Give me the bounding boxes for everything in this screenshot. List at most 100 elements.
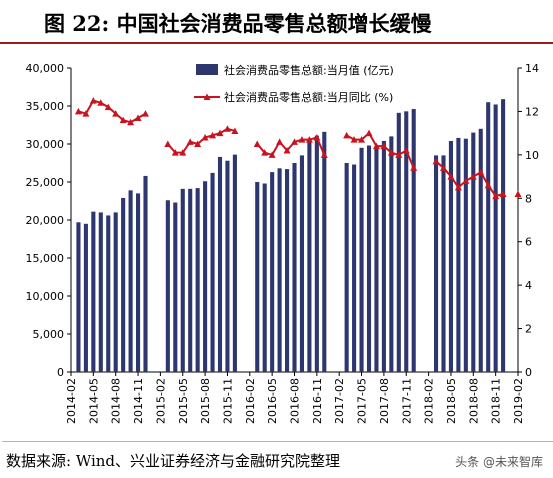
bar: [128, 190, 133, 372]
yoy-point: [358, 136, 366, 143]
yoy-point: [186, 138, 194, 145]
bar: [255, 182, 260, 372]
bar: [210, 172, 215, 372]
y-right-tick-label: 4: [525, 279, 532, 292]
bar: [478, 128, 483, 372]
x-tick-label: 2016-11: [311, 378, 324, 424]
yoy-point: [253, 140, 261, 147]
yoy-point: [74, 107, 82, 115]
data-source: 数据来源: Wind、兴业证券经济与金融研究院整理: [6, 452, 341, 470]
bar: [232, 154, 237, 372]
yoy-point: [320, 151, 328, 158]
yoy-point: [171, 149, 179, 156]
yoy-point: [313, 133, 321, 141]
y-left-tick-label: 10,000: [26, 290, 65, 303]
title-bar: 图 22: 中国社会消费品零售总额增长缓慢: [0, 0, 553, 44]
figure-title-text: 中国社会消费品零售总额增长缓慢: [116, 12, 432, 36]
bar: [434, 155, 439, 372]
x-tick-label: 2017-08: [378, 378, 391, 424]
yoy-point: [194, 140, 202, 147]
x-tick-label: 2017-02: [333, 378, 346, 424]
legend-bar-label: 社会消费品零售总额:当月值 (亿元): [224, 63, 394, 77]
yoy-point: [484, 181, 492, 189]
watermark: 头条 @未来智库: [455, 455, 543, 469]
y-left-tick-label: 15,000: [26, 252, 65, 265]
yoy-point: [104, 103, 112, 111]
yoy-point: [119, 116, 127, 124]
bar: [404, 111, 409, 372]
x-tick-label: 2016-05: [266, 378, 279, 424]
figure-number: 图 22:: [44, 11, 110, 36]
yoy-point: [469, 173, 477, 180]
y-right-tick-label: 2: [525, 323, 532, 336]
x-tick-label: 2017-11: [400, 378, 413, 424]
bar: [396, 112, 401, 372]
bar: [456, 137, 461, 372]
yoy-point: [209, 131, 217, 139]
y-right-tick-label: 12: [525, 105, 539, 118]
bar: [121, 197, 126, 372]
bar: [113, 212, 118, 372]
bar: [180, 188, 185, 372]
bar: [448, 140, 453, 372]
yoy-point: [97, 99, 105, 106]
bar: [225, 160, 230, 372]
y-left-tick-label: 40,000: [26, 62, 65, 75]
yoy-point: [276, 138, 284, 145]
bar: [344, 163, 349, 372]
bar: [374, 147, 379, 372]
bar: [307, 139, 312, 372]
y-left-tick-label: 0: [57, 366, 64, 379]
yoy-point: [223, 125, 231, 132]
bar: [471, 132, 476, 372]
yoy-point: [216, 129, 224, 137]
bar: [217, 156, 223, 372]
y-right-tick-label: 14: [525, 62, 539, 75]
bar: [98, 212, 103, 372]
bar: [143, 175, 148, 372]
yoy-point: [477, 168, 485, 176]
x-tick-label: 2015-11: [221, 378, 234, 424]
source-bar: 数据来源: Wind、兴业证券经济与金融研究院整理 头条 @未来智库: [2, 441, 553, 478]
yoy-point: [402, 147, 410, 154]
bar: [292, 163, 297, 372]
yoy-point: [343, 131, 351, 139]
yoy-point: [432, 157, 440, 165]
x-tick-label: 2014-02: [65, 378, 78, 424]
yoy-point: [387, 149, 395, 156]
bar: [188, 188, 193, 372]
x-tick-label: 2018-08: [467, 378, 480, 424]
x-tick-label: 2016-08: [289, 378, 302, 424]
bar: [352, 164, 357, 372]
bar: [501, 99, 506, 372]
yoy-point: [454, 183, 462, 191]
bar: [366, 145, 372, 372]
y-left-tick-label: 30,000: [26, 138, 65, 151]
yoy-point: [380, 142, 388, 150]
yoy-line-segment: [78, 99, 147, 124]
yoy-point: [462, 177, 470, 184]
bar: [463, 138, 468, 372]
yoy-point: [89, 97, 97, 104]
x-tick-label: 2014-05: [87, 378, 100, 424]
bar: [106, 215, 111, 372]
yoy-point: [291, 138, 298, 145]
bar: [493, 104, 498, 373]
bar: [136, 193, 141, 372]
yoy-point: [447, 173, 455, 180]
y-left-tick-label: 35,000: [26, 100, 65, 113]
yoy-line-segment: [256, 136, 326, 157]
yoy-point: [298, 136, 306, 143]
x-tick-label: 2018-05: [445, 378, 458, 424]
yoy-point: [268, 151, 276, 158]
yoy-point: [305, 136, 313, 143]
x-tick-label: 2018-02: [423, 378, 436, 424]
bar: [165, 200, 170, 372]
y-right-tick-label: 8: [525, 192, 532, 205]
bar: [277, 168, 282, 372]
yoy-point: [142, 110, 149, 117]
bar: [299, 155, 304, 372]
bar: [411, 109, 416, 372]
yoy-point: [492, 192, 500, 200]
y-left-tick-label: 25,000: [26, 176, 65, 189]
